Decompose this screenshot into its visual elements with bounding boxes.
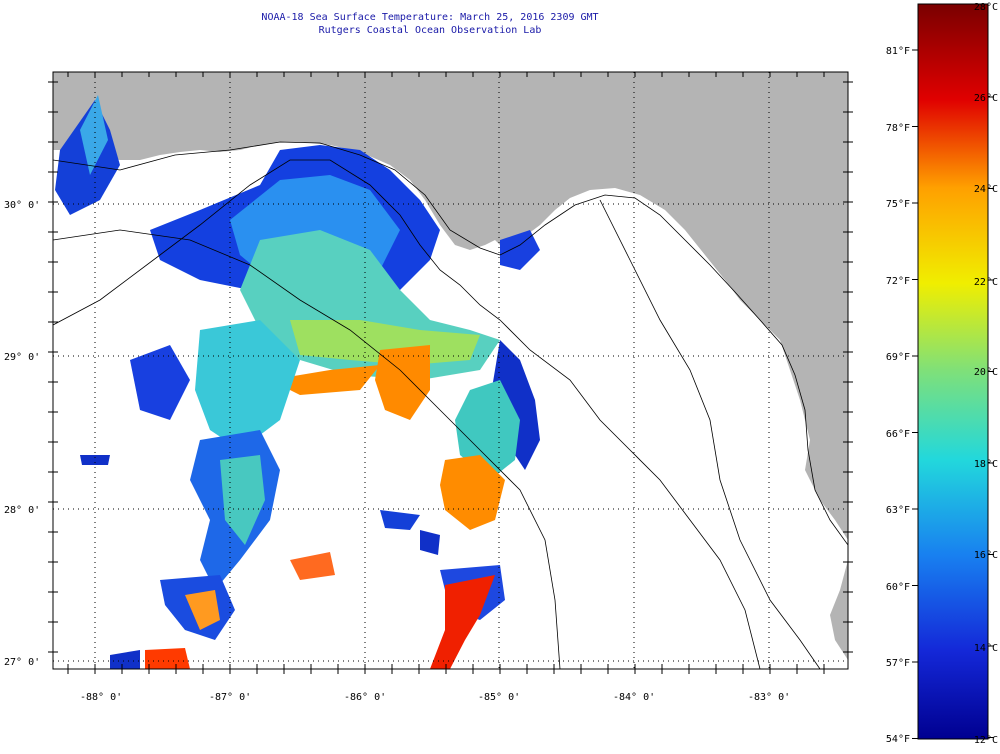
lon-label: -86° 0' — [344, 692, 386, 703]
lat-label: 28° 0' — [4, 505, 40, 516]
lon-label: -87° 0' — [209, 692, 251, 703]
colorbar: 28°C 26°C 24°C 22°C 20°C 18°C 16°C 14°C … — [886, 2, 998, 746]
celsius-label: 20°C — [974, 367, 998, 378]
lat-label: 27° 0' — [4, 657, 40, 668]
land-southeast — [830, 560, 848, 660]
chart-title: NOAA-18 Sea Surface Temperature: March 2… — [261, 12, 599, 23]
contours — [53, 141, 848, 669]
longitude-labels: -88° 0' -87° 0' -86° 0' -85° 0' -84° 0' … — [80, 692, 790, 703]
lon-label: -88° 0' — [80, 692, 122, 703]
celsius-label: 18°C — [974, 459, 998, 470]
celsius-label: 16°C — [974, 550, 998, 561]
fahrenheit-label: 78°F — [886, 123, 910, 134]
fahrenheit-label: 66°F — [886, 429, 910, 440]
map-area — [53, 72, 848, 669]
celsius-label: 22°C — [974, 277, 998, 288]
celsius-label: 14°C — [974, 643, 998, 654]
land-north — [53, 72, 848, 540]
celsius-label: 24°C — [974, 184, 998, 195]
map-frame — [52, 71, 849, 670]
fahrenheit-label: 69°F — [886, 352, 910, 363]
fahrenheit-label: 75°F — [886, 199, 910, 210]
frame-ticks — [48, 72, 853, 674]
lat-label: 30° 0' — [4, 200, 40, 211]
fahrenheit-label: 54°F — [886, 734, 910, 745]
lat-label: 29° 0' — [4, 352, 40, 363]
fahrenheit-label: 60°F — [886, 582, 910, 593]
sst-patches — [55, 95, 540, 669]
latitude-labels: 30° 0' 29° 0' 28° 0' 27° 0' — [4, 200, 40, 668]
celsius-label: 28°C — [974, 2, 998, 13]
fahrenheit-label: 63°F — [886, 505, 910, 516]
lon-label: -84° 0' — [613, 692, 655, 703]
fahrenheit-label: 57°F — [886, 658, 910, 669]
fahrenheit-label: 72°F — [886, 276, 910, 287]
chart-subtitle: Rutgers Coastal Ocean Observation Lab — [318, 25, 542, 36]
celsius-label: 26°C — [974, 93, 998, 104]
lon-label: -83° 0' — [748, 692, 790, 703]
celsius-label: 12°C — [974, 735, 998, 746]
fahrenheit-label: 81°F — [886, 46, 910, 57]
lon-label: -85° 0' — [478, 692, 520, 703]
